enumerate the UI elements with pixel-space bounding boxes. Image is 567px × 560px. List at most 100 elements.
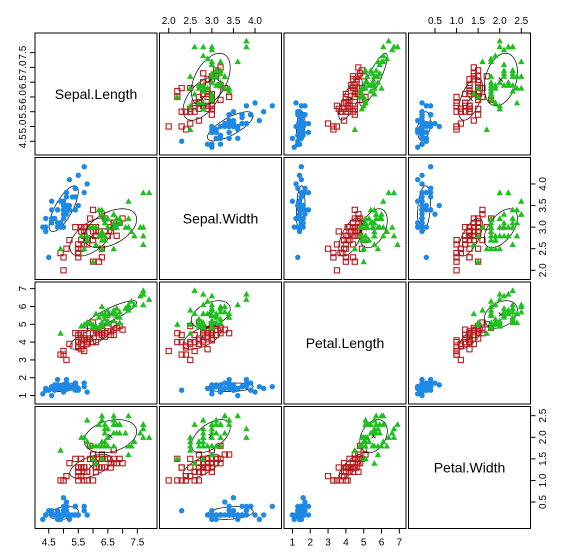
group-3-point-34 [362, 232, 369, 239]
group-2-ellipse [458, 77, 483, 121]
group-2-point-33 [195, 468, 203, 475]
group-3-point-10 [380, 198, 387, 204]
group-3-point-46 [509, 223, 516, 230]
group-2-point-7 [479, 211, 486, 218]
group-2-point-46 [346, 223, 353, 231]
group-3-point-9 [187, 73, 194, 79]
group-2-point-39 [466, 223, 473, 231]
group-1-point-38 [296, 198, 303, 204]
group-3-point-33 [505, 310, 512, 317]
group-3-point-32 [243, 296, 250, 302]
group-3-point-14 [80, 245, 88, 252]
group-3-point-10 [518, 301, 525, 308]
group-2-point-44 [60, 254, 67, 261]
group-2-point-44 [453, 254, 460, 261]
group-3-point-32 [496, 296, 503, 302]
group-3-point-8 [204, 297, 211, 304]
group-3-point-32 [496, 189, 503, 196]
group-3-point-35 [92, 241, 100, 247]
group-3-point-12 [195, 81, 203, 88]
group-3-point-18 [140, 425, 147, 432]
group-3-point-23 [390, 43, 398, 50]
panel-petal-length-vs-petal-length: Petal.Length [283, 281, 407, 405]
group-3-point-32 [496, 37, 503, 44]
group-3-point-44 [509, 305, 516, 311]
group-2-point-40 [75, 245, 82, 252]
group-3-point-1 [378, 210, 385, 217]
group-3-point-40 [212, 313, 220, 320]
group-1-point-38 [415, 385, 421, 392]
group-3-point-15 [200, 99, 207, 106]
group-1-point-47 [243, 382, 250, 388]
tick-label: 3.5 [226, 16, 240, 27]
group-2-point-35 [72, 223, 79, 231]
panel-frame [34, 32, 158, 156]
group-2-point-30 [81, 477, 88, 484]
group-2-point-30 [191, 477, 198, 484]
group-3-point-8 [383, 228, 391, 235]
group-3-point-11 [217, 434, 224, 440]
group-2-point-32 [75, 477, 82, 484]
group-2-point-35 [351, 455, 358, 463]
group-3-point-20 [89, 455, 97, 462]
group-1-point-41 [423, 123, 430, 130]
group-2-point-26 [349, 460, 357, 467]
group-1-point-24 [222, 499, 228, 505]
group-3-point-18 [140, 189, 147, 196]
group-3-point-43 [83, 236, 91, 243]
group-3-point-33 [371, 232, 378, 239]
group-1-point-25 [226, 376, 232, 383]
right-axis-sepal-width: 2.0 2.5 3.0 3.5 4.0 [530, 177, 549, 277]
panel-sepal-length-vs-sepal-width [159, 32, 282, 156]
group-2-point-43 [462, 338, 469, 346]
group-2-point-38 [178, 84, 185, 92]
group-3-point-48 [496, 78, 503, 85]
group-2-point-50 [466, 102, 473, 109]
group-3-point-50 [208, 319, 216, 326]
group-3-point-42 [509, 67, 516, 73]
group-1-point-33 [256, 383, 263, 390]
group-3-point-21 [217, 67, 224, 73]
group-3-point-34 [362, 455, 369, 462]
group-2-point-11 [453, 267, 460, 274]
group-3-point-10 [125, 412, 132, 419]
group-3-point-43 [362, 236, 369, 243]
group-3-point-45 [518, 210, 525, 217]
group-2-point-31 [457, 108, 465, 115]
group-1-point-15 [84, 181, 90, 187]
group-3-point-31 [131, 301, 138, 308]
group-1-point-34 [260, 109, 267, 115]
group-1-point-35 [419, 220, 425, 226]
group-2-point-35 [474, 111, 482, 118]
group-1-point-47 [243, 120, 250, 127]
group-3-point-10 [234, 412, 241, 419]
group-2-point-19 [351, 258, 358, 265]
group-3-point-42 [116, 219, 123, 226]
group-3-point-30 [479, 306, 486, 313]
group-2-point-10 [340, 460, 348, 467]
group-1-point-16 [269, 103, 275, 109]
group-2-point-39 [208, 464, 216, 471]
group-1-point-16 [298, 164, 305, 170]
group-1-point-33 [66, 176, 73, 183]
group-1-point-49 [69, 383, 76, 390]
group-2-point-10 [66, 236, 73, 244]
group-1-point-43 [295, 141, 301, 147]
group-3-ellipse [483, 52, 518, 107]
group-3-point-15 [513, 232, 521, 239]
group-3-point-13 [500, 223, 508, 230]
group-2-point-37 [355, 73, 362, 80]
group-3-point-40 [116, 313, 123, 320]
group-3-point-19 [191, 43, 198, 50]
tick-label: 5.5 [18, 104, 29, 118]
group-3-point-46 [509, 73, 516, 79]
group-3-point-36 [208, 43, 216, 50]
group-3-point-38 [487, 312, 495, 318]
group-2-point-42 [353, 460, 360, 467]
group-3-point-34 [98, 455, 106, 462]
group-3-point-5 [505, 78, 512, 85]
group-3-point-1 [221, 303, 229, 310]
group-2-point-32 [182, 108, 190, 115]
group-3-point-37 [513, 84, 521, 91]
group-3-point-34 [200, 84, 207, 91]
